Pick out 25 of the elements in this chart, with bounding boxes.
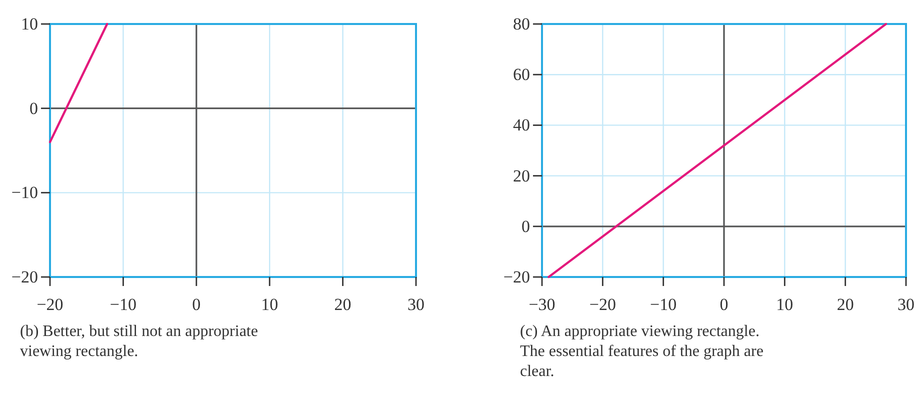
x-tick-label: −20 [36,295,64,314]
y-tick-label: −20 [503,267,530,286]
x-tick-label: 0 [192,295,201,314]
x-tick-label: −20 [589,295,616,314]
y-tick-label: 20 [513,166,530,186]
y-tick-label: 60 [513,65,530,84]
x-tick-label: −30 [528,295,556,314]
x-tick-label: 10 [261,295,278,314]
y-tick-label: −10 [11,183,38,202]
x-tick-label: 10 [776,295,794,314]
x-tick-label: 0 [720,295,728,314]
y-tick-label: −20 [11,267,38,286]
text: (c) An appropriate viewing rectangle. The essential features of the graph are clear. [520,323,764,380]
x-tick-label: 30 [408,295,424,314]
x-tick-label: 20 [334,295,352,314]
text: (b) Better, but still not an appropriate viewing rectangle. [20,323,258,360]
x-tick-label: −10 [110,295,136,314]
y-tick-label: 80 [513,14,530,34]
y-tick-label: 10 [21,14,38,34]
y-tick-label: 40 [513,116,530,135]
y-tick-label: 0 [522,216,530,236]
x-tick-label: −10 [650,295,677,314]
x-tick-label: 20 [836,295,854,314]
x-tick-label: 30 [898,295,914,314]
y-tick-label: 0 [30,98,38,118]
